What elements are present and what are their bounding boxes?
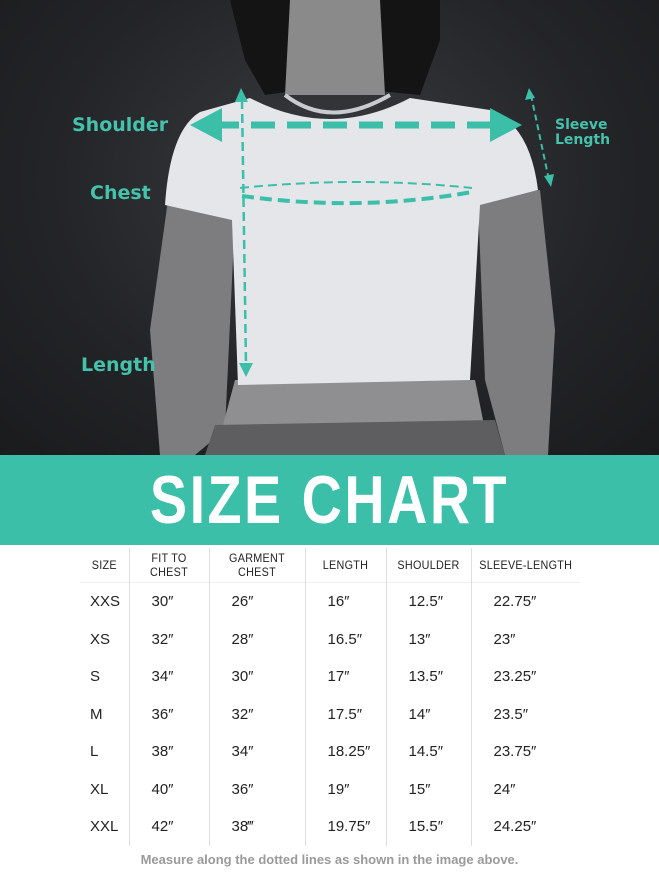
size-chart-banner: SIZE CHART — [0, 455, 659, 545]
sleeve-label-line1: Sleeve — [555, 117, 608, 133]
sleeve-length-label: Sleeve Length — [555, 118, 610, 148]
measurement-cell: 24″ — [470, 770, 580, 808]
size-cell: XL — [90, 780, 109, 798]
table-row: M 36″ 32″ 17.5″ 14″ 23.5″ — [80, 695, 580, 733]
size-table: SIZE FIT TO CHEST GARMENT CHEST LENGTH SHOUL… — [80, 548, 580, 846]
table-row: XXS 30″ 26″ 16″ 12.5″ 22.75″ — [80, 582, 580, 621]
measurement-cell: 36″ — [128, 695, 209, 733]
column-header: SHOULDER — [389, 548, 467, 583]
measurement-cell: 17″ — [304, 658, 386, 696]
size-cell: S — [90, 668, 101, 686]
model-photo: Shoulder Chest Length Sleeve Length — [0, 0, 659, 455]
column-header: GARMENT CHEST — [213, 548, 301, 583]
sleeve-label-line2: Length — [555, 132, 611, 148]
measurement-cell: 14.5″ — [385, 733, 471, 771]
measurement-cell: 24.25″ — [470, 808, 580, 846]
measurement-cell: 23.75″ — [470, 733, 580, 771]
footer-note: Measure along the dotted lines as shown … — [140, 852, 519, 867]
measurement-cell: 28″ — [208, 620, 305, 658]
table-row: S 34″ 30″ 17″ 13.5″ 23.25″ — [80, 658, 580, 696]
measurement-cell: 34″ — [208, 733, 305, 771]
measurement-cell: 36″ — [208, 770, 305, 808]
size-cell: M — [90, 705, 103, 723]
measurement-cell: 38‴ — [208, 808, 305, 846]
length-label: Length — [81, 354, 156, 376]
table-row: L 38″ 34″ 18.25″ 14.5″ 23.75″ — [80, 733, 580, 771]
shoulder-label: Shoulder — [72, 114, 169, 136]
measurement-cell: 15″ — [385, 770, 471, 808]
measurement-cell: 38″ — [128, 733, 209, 771]
chest-label: Chest — [90, 182, 151, 204]
measurement-cell: 23″ — [470, 620, 580, 658]
measurement-cell: 18.25″ — [304, 733, 386, 771]
measurement-cell: 30″ — [208, 658, 305, 696]
measurement-cell: 26″ — [208, 582, 305, 621]
measurement-cell: 17.5″ — [304, 695, 386, 733]
table-row: XL 40″ 36″ 19″ 15″ 24″ — [80, 770, 580, 808]
measurement-cell: 14″ — [385, 695, 471, 733]
measurement-cell: 34″ — [128, 658, 209, 696]
table-row: XS 32″ 28″ 16.5″ 13″ 23″ — [80, 620, 580, 658]
measurement-cell: 32″ — [128, 620, 209, 658]
measurement-cell: 19″ — [304, 770, 386, 808]
table-header-row: SIZE FIT TO CHEST GARMENT CHEST LENGTH SHOUL… — [80, 548, 580, 583]
size-cell: XXS — [90, 593, 121, 611]
column-header: SLEEVE-LENGTH — [476, 548, 575, 583]
column-header: SIZE — [91, 558, 117, 572]
size-cell: XXL — [90, 818, 119, 836]
measurement-cell: 16″ — [304, 582, 386, 621]
measurement-cell: 16.5″ — [304, 620, 386, 658]
column-header: FIT TO CHEST — [132, 548, 205, 583]
table-row: XXL 42″ 38‴ 19.75″ 15.5″ 24.25″ — [80, 808, 580, 846]
measurement-cell: 13.5″ — [385, 658, 471, 696]
measurement-cell: 22.75″ — [470, 582, 580, 621]
size-cell: XS — [90, 630, 111, 648]
measurement-cell: 12.5″ — [385, 582, 471, 621]
measurement-cell: 32″ — [208, 695, 305, 733]
column-header: LENGTH — [308, 548, 382, 583]
measurement-cell: 42″ — [128, 808, 209, 846]
tshirt-illustration — [150, 0, 555, 455]
measurement-cell: 15.5″ — [385, 808, 471, 846]
measurement-cell: 19.75″ — [304, 808, 386, 846]
measurement-cell: 30″ — [128, 582, 209, 621]
measurement-cell: 23.25″ — [470, 658, 580, 696]
size-cell: L — [90, 743, 99, 761]
measurement-cell: 13″ — [385, 620, 471, 658]
measurement-cell: 40″ — [128, 770, 209, 808]
measurement-cell: 23.5″ — [470, 695, 580, 733]
banner-title: SIZE CHART — [149, 462, 510, 538]
